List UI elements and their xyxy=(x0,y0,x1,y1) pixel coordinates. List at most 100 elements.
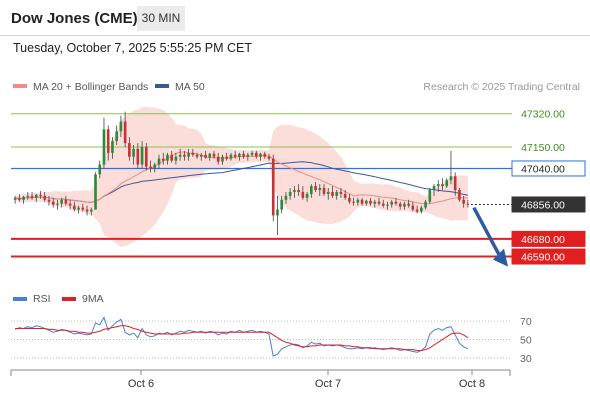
candle xyxy=(314,182,317,192)
candle-body xyxy=(73,205,76,210)
rsi-legend: RSI 9MA xyxy=(13,293,104,305)
price-level-label-current: 46856.00 xyxy=(521,199,565,211)
rsi-panel: 70 50 30 xyxy=(11,316,532,365)
candle-body xyxy=(407,203,410,206)
candle-body xyxy=(449,176,453,181)
candle-body xyxy=(47,199,51,202)
candle xyxy=(89,207,93,216)
candle-body xyxy=(153,164,157,169)
candle xyxy=(365,199,368,206)
candle-body xyxy=(64,199,68,204)
ma20-legend-swatch xyxy=(13,84,27,88)
candle-body xyxy=(115,131,118,142)
candle xyxy=(297,184,300,196)
timeframe-badge[interactable]: 30 MIN xyxy=(137,6,185,31)
candle xyxy=(85,205,89,216)
candle-body xyxy=(453,176,457,190)
candle xyxy=(170,150,173,163)
candle xyxy=(56,199,59,210)
candle xyxy=(187,148,190,161)
candle-body xyxy=(343,193,347,198)
bollinger-band-fill xyxy=(15,107,468,247)
x-axis-tick-label: Oct 6 xyxy=(128,378,154,390)
candle-body xyxy=(331,191,334,196)
candle xyxy=(263,151,267,159)
ma20-legend-label: MA 20 + Bollinger Bands xyxy=(33,81,148,93)
candle xyxy=(326,188,330,200)
candle xyxy=(81,203,85,212)
moving-averages xyxy=(14,151,469,205)
candle xyxy=(221,154,224,165)
candle-body xyxy=(246,154,250,157)
candle xyxy=(233,150,237,159)
candle xyxy=(212,150,216,159)
candle-body xyxy=(398,203,402,207)
candle xyxy=(161,152,165,165)
candle xyxy=(381,199,385,208)
candle-body xyxy=(26,195,30,197)
candle-body xyxy=(339,191,343,194)
x-axis: Oct 6 Oct 7 Oct 8 xyxy=(10,369,511,390)
price-level-box-support xyxy=(511,248,586,265)
candle-body xyxy=(322,188,326,194)
candle-body xyxy=(441,184,444,187)
candle-body xyxy=(348,197,351,202)
candle-body xyxy=(22,196,25,200)
rsi-tick-label: 50 xyxy=(520,335,532,347)
candle xyxy=(68,199,72,210)
candle-body xyxy=(250,152,254,155)
candle-body xyxy=(297,190,300,192)
candle xyxy=(119,115,123,138)
candle-body xyxy=(415,209,419,212)
candle xyxy=(140,141,144,169)
price-level-box-support xyxy=(511,230,586,247)
candle-body xyxy=(170,154,173,161)
candle xyxy=(403,201,406,210)
candle xyxy=(39,190,42,199)
candle-body xyxy=(132,148,135,157)
candle xyxy=(293,186,296,198)
candle-body xyxy=(242,153,245,157)
candle-body xyxy=(436,184,440,187)
candle xyxy=(47,195,51,206)
candle xyxy=(250,150,254,157)
candle xyxy=(34,193,38,202)
candle-body xyxy=(39,194,42,196)
candle xyxy=(106,125,110,161)
candle xyxy=(458,188,461,202)
candle xyxy=(462,195,465,208)
rsi-ma-legend-swatch xyxy=(62,297,76,301)
candle xyxy=(208,152,212,161)
candle-body xyxy=(267,156,271,159)
rsi-line xyxy=(14,316,469,357)
bollinger-band-area xyxy=(15,107,468,247)
projection-arrow-shaft xyxy=(472,206,501,256)
rsi-legend-swatch xyxy=(13,297,27,301)
projection-arrow-head xyxy=(493,248,508,267)
candle xyxy=(111,137,114,159)
candle xyxy=(77,205,80,214)
candle-body xyxy=(377,201,381,204)
price-level-label-resistance: 47320.00 xyxy=(521,109,565,121)
candle-body xyxy=(174,156,178,161)
candle-body xyxy=(238,153,241,157)
candle-body xyxy=(466,203,470,205)
candle-body xyxy=(85,209,89,212)
candle xyxy=(60,197,63,208)
candle xyxy=(420,205,423,214)
candle-body xyxy=(166,154,169,161)
candle xyxy=(30,191,34,200)
report-datetime: Tuesday, October 7, 2025 5:55:25 PM CET xyxy=(13,41,253,55)
candle xyxy=(373,199,377,208)
candle xyxy=(225,152,229,161)
price-level-label-resistance: 47150.00 xyxy=(521,142,565,154)
candle-body xyxy=(212,153,216,157)
x-axis-tick-label: Oct 7 xyxy=(315,378,341,390)
candle xyxy=(276,195,279,235)
price-level-box-current xyxy=(511,196,586,213)
candle xyxy=(415,205,419,214)
candle-body xyxy=(18,197,21,200)
candle xyxy=(199,152,203,161)
candle xyxy=(271,154,275,222)
